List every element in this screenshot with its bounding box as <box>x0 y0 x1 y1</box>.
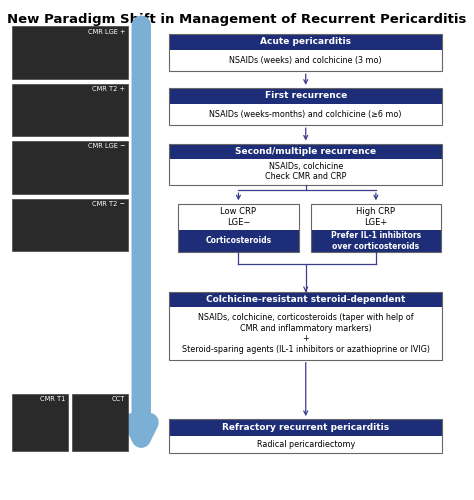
Bar <box>12 394 68 451</box>
Text: NSAIDs, colchicine
Check CMR and CRP: NSAIDs, colchicine Check CMR and CRP <box>265 162 346 182</box>
Text: Prefer IL-1 inhibitors
over corticosteroids: Prefer IL-1 inhibitors over corticostero… <box>331 231 421 250</box>
Text: CMR T2 +: CMR T2 + <box>92 86 125 92</box>
Text: Acute pericarditis: Acute pericarditis <box>260 37 351 46</box>
Bar <box>170 292 442 307</box>
Bar <box>170 88 442 125</box>
Bar <box>12 84 128 136</box>
Text: CCT: CCT <box>112 396 125 402</box>
Bar <box>311 230 441 252</box>
Bar <box>170 419 442 436</box>
Text: New Paradigm Shift in Management of Recurrent Pericarditis: New Paradigm Shift in Management of Recu… <box>7 12 467 26</box>
Bar <box>12 141 128 194</box>
Bar <box>170 88 442 104</box>
Text: Second/multiple recurrence: Second/multiple recurrence <box>235 147 376 156</box>
Text: CMR LGE +: CMR LGE + <box>88 28 125 34</box>
Text: Radical pericardiectomy: Radical pericardiectomy <box>256 440 355 449</box>
Bar <box>170 144 442 184</box>
Text: Refractory recurrent pericarditis: Refractory recurrent pericarditis <box>222 423 389 432</box>
Bar <box>311 204 441 252</box>
Text: Low CRP
LGE−: Low CRP LGE− <box>220 208 256 227</box>
Bar <box>178 230 299 252</box>
Bar <box>170 144 442 159</box>
Text: Colchicine-resistant steroid-dependent: Colchicine-resistant steroid-dependent <box>206 295 405 304</box>
Text: CMR T2 −: CMR T2 − <box>92 201 125 207</box>
Text: CMR T1: CMR T1 <box>40 396 65 402</box>
Bar <box>170 34 442 71</box>
Bar <box>170 50 442 71</box>
Bar <box>170 292 442 360</box>
Bar <box>170 436 442 453</box>
Bar <box>178 204 299 230</box>
Text: First recurrence: First recurrence <box>264 91 347 100</box>
Text: NSAIDs (weeks-months) and colchicine (≥6 mo): NSAIDs (weeks-months) and colchicine (≥6… <box>210 110 402 119</box>
Bar <box>170 419 442 453</box>
Bar <box>12 26 128 78</box>
Bar <box>12 198 128 251</box>
Bar <box>178 204 299 252</box>
Bar <box>170 159 442 184</box>
Text: High CRP
LGE+: High CRP LGE+ <box>356 208 395 227</box>
Bar <box>170 104 442 125</box>
Bar <box>170 34 442 50</box>
Bar <box>170 307 442 360</box>
Text: NSAIDs, colchicine, corticosteroids (taper with help of
CMR and inflammatory mar: NSAIDs, colchicine, corticosteroids (tap… <box>182 314 430 354</box>
Text: Corticosteroids: Corticosteroids <box>205 236 272 246</box>
Text: CMR LGE −: CMR LGE − <box>88 144 125 150</box>
Bar <box>311 204 441 230</box>
Bar <box>72 394 128 451</box>
Text: NSAIDs (weeks) and colchicine (3 mo): NSAIDs (weeks) and colchicine (3 mo) <box>229 56 382 65</box>
